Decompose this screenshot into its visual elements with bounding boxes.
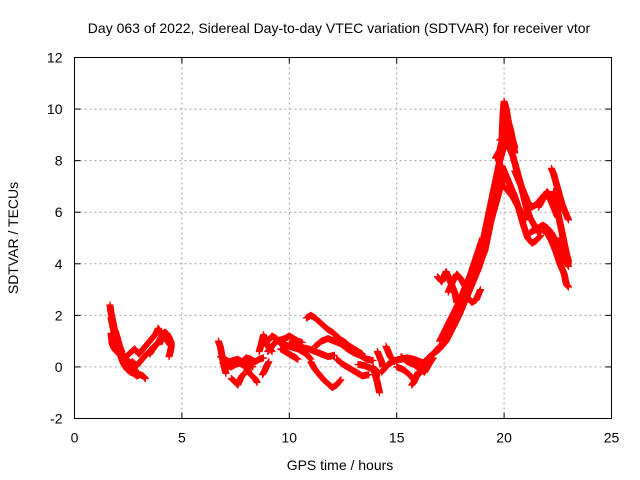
x-tick-label: 0 [71, 430, 79, 446]
y-tick-labels: -2 0 2 4 6 8 10 12 [47, 50, 63, 427]
axis-ticks [74, 57, 612, 419]
x-tick-label: 10 [282, 430, 298, 446]
y-tick-label: 10 [47, 101, 63, 117]
x-tick-label: 20 [496, 430, 512, 446]
x-tick-label: 5 [178, 430, 186, 446]
y-tick-label: 8 [55, 153, 63, 169]
y-tick-label: -2 [50, 411, 63, 427]
x-tick-labels: 0 5 10 15 20 25 [71, 430, 620, 446]
y-axis-label: SDTVAR / TECUs [5, 182, 21, 294]
y-tick-label: 2 [55, 307, 63, 323]
data-points [106, 97, 572, 397]
x-tick-label: 25 [604, 430, 620, 446]
x-tick-label: 15 [389, 430, 405, 446]
y-tick-label: 12 [47, 50, 63, 66]
sdtvar-point-markers [106, 97, 572, 397]
y-tick-label: 0 [55, 359, 63, 375]
x-axis-label: GPS time / hours [287, 457, 394, 473]
y-tick-label: 6 [55, 204, 63, 220]
plot-frame [74, 57, 612, 419]
y-tick-label: 4 [55, 256, 63, 272]
chart-title: Day 063 of 2022, Sidereal Day-to-day VTE… [88, 20, 591, 36]
